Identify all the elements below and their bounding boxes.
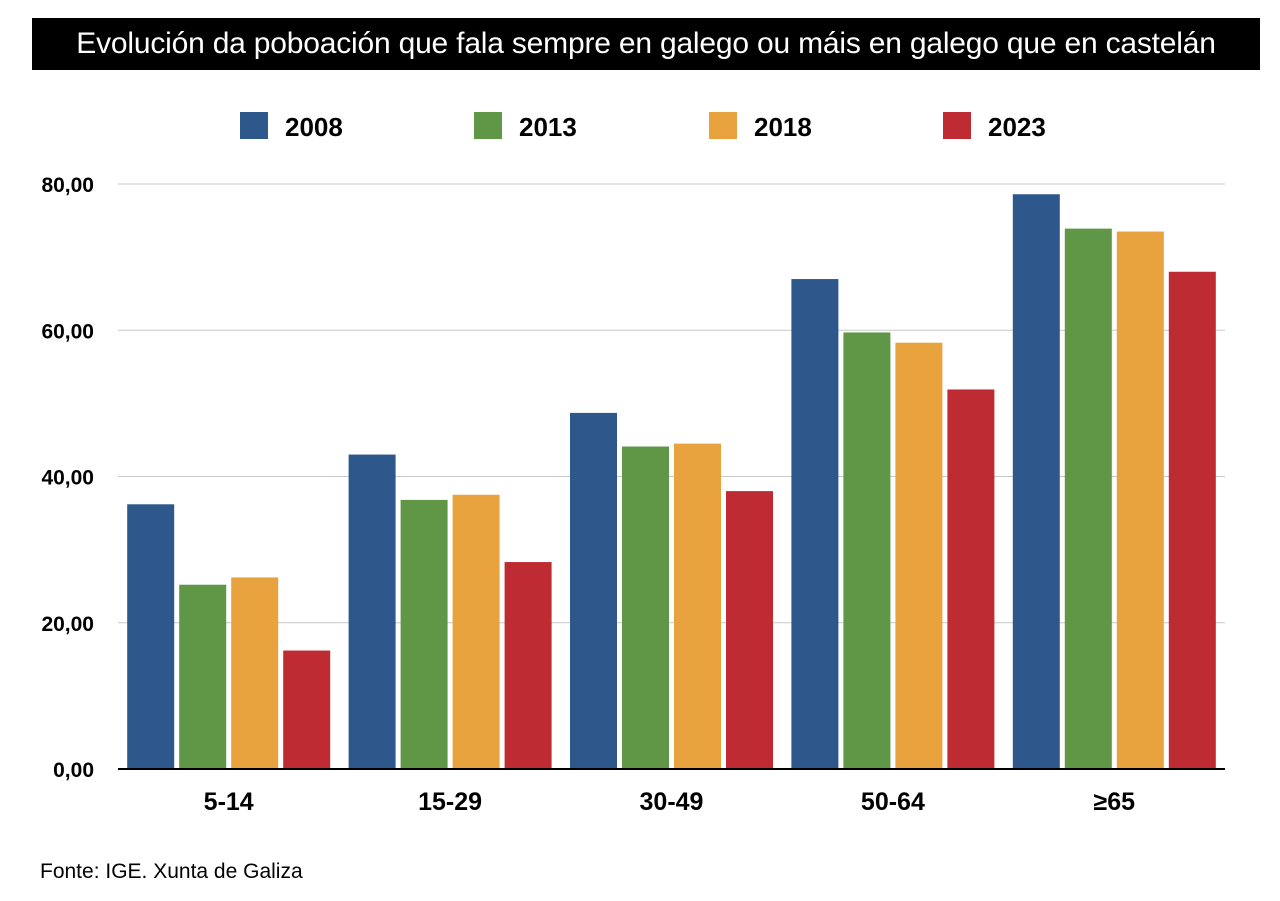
bar-2013-5-14 (179, 584, 227, 769)
legend-label: 2018 (754, 112, 812, 142)
bar-2008-30-49 (570, 412, 617, 769)
x-axis: 5-14 15-29 30-49 50-64 ≥65 (118, 768, 1225, 816)
bar-2013-≥65 (1064, 228, 1112, 769)
bar-2018-30-49 (674, 443, 721, 769)
legend-label: 2023 (988, 112, 1046, 142)
bar-2018-15-29 (452, 494, 500, 769)
legend: 2008 2013 2018 2023 (240, 112, 1046, 142)
bar-2008-5-14 (127, 504, 175, 769)
chart-title: Evolución da poboación que fala sempre e… (76, 27, 1216, 60)
legend-swatch-2023 (943, 112, 971, 139)
y-tick-label: 60,00 (41, 320, 94, 343)
x-category-label: 50-64 (861, 788, 925, 816)
y-tick-label: 80,00 (41, 174, 94, 197)
y-tick-label: 0,00 (53, 759, 94, 782)
y-tick-label: 40,00 (41, 467, 94, 490)
bar-2013-30-49 (622, 446, 669, 769)
legend-swatch-2018 (709, 112, 737, 139)
bar-2023-15-29 (504, 562, 552, 769)
legend-label: 2008 (285, 112, 343, 142)
legend-label: 2013 (519, 112, 577, 142)
bars (127, 194, 1216, 770)
y-axis-ticks: 0,00 20,00 40,00 60,00 80,00 (41, 174, 94, 782)
bar-2008-≥65 (1012, 194, 1060, 770)
bar-2023-50-64 (947, 389, 995, 769)
bar-2018-50-64 (895, 342, 943, 769)
bar-2018-≥65 (1116, 231, 1164, 769)
source-note: Fonte: IGE. Xunta de Galiza (40, 860, 303, 883)
x-category-label: 15-29 (418, 788, 482, 816)
bar-2018-5-14 (231, 577, 279, 769)
bar-2008-15-29 (348, 454, 396, 769)
x-category-label: 5-14 (204, 788, 254, 816)
x-category-label: ≥65 (1094, 788, 1136, 816)
bar-2023-30-49 (726, 491, 773, 769)
bar-2023-5-14 (283, 650, 331, 769)
x-category-label: 30-49 (640, 788, 704, 816)
bar-2023-≥65 (1168, 271, 1216, 769)
bar-2013-15-29 (400, 499, 448, 769)
title-bar: Evolución da poboación que fala sempre e… (32, 18, 1260, 70)
y-tick-label: 20,00 (41, 613, 94, 636)
bar-2013-50-64 (843, 332, 891, 769)
bar-2008-50-64 (791, 279, 839, 769)
legend-swatch-2008 (240, 112, 268, 139)
legend-swatch-2013 (474, 112, 502, 139)
